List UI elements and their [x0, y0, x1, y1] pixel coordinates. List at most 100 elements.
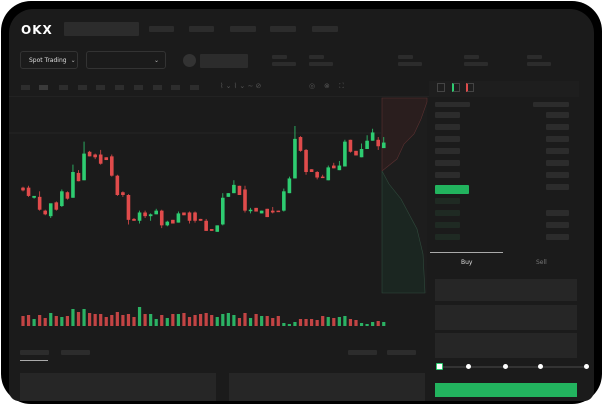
last-price [435, 185, 469, 194]
chevron-down-icon: ⌄ [153, 56, 159, 64]
amount-input[interactable] [435, 305, 577, 330]
orderbook-asks-icon[interactable] [466, 83, 474, 92]
nav-item[interactable] [230, 26, 256, 32]
candle-down [332, 165, 336, 169]
candle-up [215, 225, 220, 232]
volume-bar [76, 312, 81, 326]
market-type-dropdown[interactable]: Spot Trading ⌄ [20, 51, 78, 69]
slider-handle[interactable] [436, 363, 443, 370]
candle-down [65, 192, 70, 199]
tab-indicator [20, 360, 48, 361]
candle-down [115, 175, 120, 195]
nav-item[interactable] [189, 26, 214, 32]
timeframe-button[interactable] [190, 85, 199, 90]
ask-price [435, 112, 460, 118]
app-screen: OKX Spot Trading ⌄ ⌄ ⌇ ⌄ ⌇ ⌄ ∼ ⊘ ◎ ⊗ ⛶ B… [9, 9, 594, 401]
chart-tools-icons[interactable]: ⌇ ⌄ ⌇ ⌄ ∼ ⊘ [220, 82, 262, 90]
volume-bar [110, 315, 114, 326]
timeframe-button[interactable] [134, 85, 143, 90]
stat-label [527, 55, 542, 59]
volume-bar [43, 318, 47, 326]
camera-icon[interactable]: ◎ [309, 82, 316, 90]
slider-stop-25[interactable] [466, 364, 471, 369]
volume-bar [182, 313, 186, 326]
orderbook-bids-icon[interactable] [452, 83, 460, 92]
ask-amount [546, 136, 569, 142]
candle-down [254, 207, 258, 212]
volume-bar [237, 318, 242, 326]
depth-asks-area [381, 97, 428, 172]
candle-up [32, 195, 36, 198]
ask-price [435, 148, 460, 154]
slider-stop-50[interactable] [503, 364, 508, 369]
slider-stop-100[interactable] [584, 364, 589, 369]
volume-bar [21, 316, 25, 326]
candle-up [337, 165, 342, 171]
nav-item[interactable] [312, 26, 338, 32]
timeframe-button[interactable] [59, 85, 68, 90]
volume-bar [365, 324, 369, 326]
volume-bar [104, 317, 108, 326]
candle-down [237, 185, 242, 195]
volume-bar [71, 309, 75, 326]
candle-down [182, 212, 186, 216]
amount-slider[interactable] [439, 366, 589, 368]
okx-logo[interactable]: OKX [21, 23, 53, 37]
candle-up [82, 153, 86, 181]
volume-bar [359, 323, 364, 326]
volume-bar [126, 314, 131, 326]
stat-value [527, 62, 551, 66]
search-placeholder[interactable] [64, 22, 139, 36]
volume-bar [254, 314, 258, 326]
volume-bar [221, 314, 225, 326]
candlestick-chart[interactable] [9, 9, 594, 401]
volume-bar [115, 312, 119, 326]
volume-bar [49, 313, 53, 326]
tab-open-orders[interactable] [20, 350, 49, 355]
settings-icon[interactable]: ⊗ [324, 82, 330, 90]
ask-amount [546, 148, 569, 154]
volume-bar [298, 319, 303, 326]
timeframe-button[interactable] [21, 85, 30, 90]
timeframe-button[interactable] [171, 85, 180, 90]
tab-history[interactable] [61, 350, 90, 355]
volume-bar [321, 316, 325, 326]
tab-buy[interactable]: Buy [461, 259, 473, 266]
nav-item[interactable] [270, 26, 296, 32]
ask-amount [546, 112, 569, 118]
price-placeholder [200, 54, 248, 68]
filter-button[interactable] [387, 350, 416, 355]
pair-dropdown[interactable]: ⌄ [86, 51, 166, 69]
candle-down [43, 210, 47, 215]
volume-bar [137, 307, 142, 326]
timeframe-button[interactable] [39, 85, 48, 90]
volume-bar [187, 317, 192, 326]
fullscreen-icon[interactable]: ⛶ [339, 82, 344, 90]
volume-bar [260, 316, 264, 326]
candle-up [343, 141, 347, 167]
volume-bar [143, 314, 147, 326]
slider-stop-75[interactable] [538, 364, 543, 369]
price-input[interactable] [435, 279, 577, 301]
volume-bar [149, 314, 153, 326]
stat-label [309, 55, 324, 59]
timeframe-button[interactable] [78, 85, 87, 90]
orders-panel [20, 373, 216, 401]
buy-button[interactable] [435, 383, 577, 397]
candle-down [309, 169, 314, 172]
tab-sell[interactable]: Sell [536, 259, 547, 266]
candle-down [193, 212, 197, 221]
timeframe-button[interactable] [96, 85, 105, 90]
timeframe-button[interactable] [115, 85, 124, 90]
volume-bar [82, 309, 86, 326]
filter-button[interactable] [348, 350, 377, 355]
candle-up [137, 212, 142, 221]
total-input[interactable] [435, 333, 577, 358]
orderbook-both-icon[interactable] [437, 83, 445, 92]
timeframe-button[interactable] [153, 85, 162, 90]
volume-bar [293, 322, 297, 326]
nav-item[interactable] [149, 26, 174, 32]
candle-up [48, 203, 53, 217]
volume-bar [232, 315, 236, 326]
volume-bar [276, 316, 280, 326]
